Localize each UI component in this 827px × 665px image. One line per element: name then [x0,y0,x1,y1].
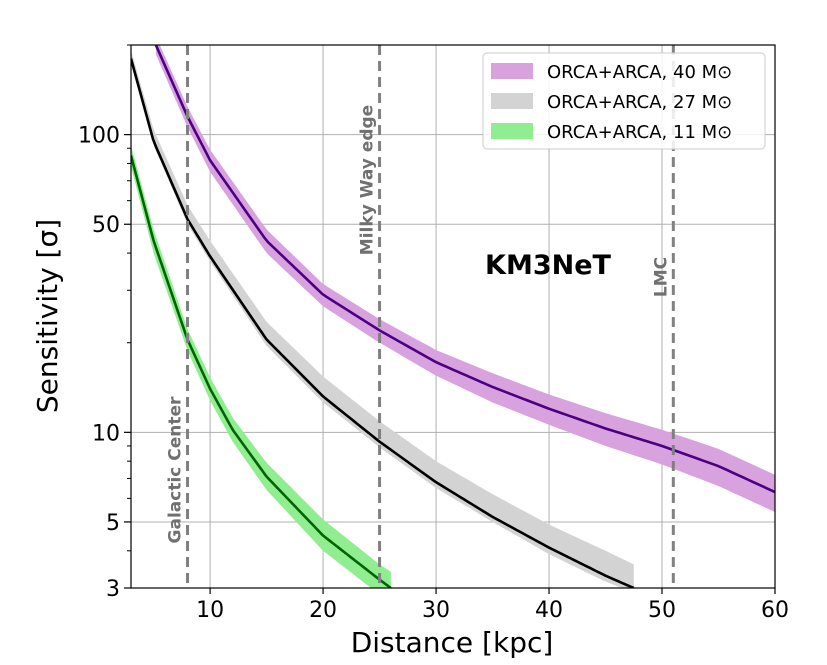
legend-box [482,52,766,150]
legend: ORCA+ARCA, 40 M⊙ ORCA+ARCA, 27 M⊙ ORCA+ARC… [482,52,766,150]
line-series-2 [131,58,635,588]
x-tick-label: 20 [309,598,337,623]
y-tick-label: 5 [106,511,120,536]
y-tick-label: 100 [78,124,120,149]
reference-lines: Galactic Center Milky Way edge LMC [165,45,675,588]
plot-frame [130,44,776,589]
km3net-annotation: KM3NeT [485,250,611,281]
reference-line-label-1: Galactic Center [165,396,185,544]
legend-swatch [491,93,533,109]
line-series-1 [154,45,775,494]
y-tick-label: 10 [92,421,120,446]
x-tick-label: 60 [761,598,789,623]
y-tick-label: 50 [92,213,120,238]
legend-label: ORCA+ARCA, 11 M⊙ [547,122,732,143]
x-tick-label: 50 [648,598,676,623]
x-axis-label: Distance [kpc] [351,626,554,659]
x-tick-label: 30 [422,598,450,623]
line-series-3 [131,155,392,588]
legend-label: ORCA+ARCA, 27 M⊙ [547,92,732,113]
series-lines [131,45,775,588]
legend-label: ORCA+ARCA, 40 M⊙ [547,62,732,83]
x-tick-label: 10 [196,598,224,623]
y-tick-label: 3 [106,577,120,602]
reference-line-label-2: Milky Way edge [358,105,378,255]
x-tick-label: 40 [535,598,563,623]
reference-line-label-3: LMC [651,257,671,297]
y-axis-label: Sensitivity [σ] [31,219,64,413]
legend-swatch [491,123,533,139]
legend-swatch [491,63,533,79]
